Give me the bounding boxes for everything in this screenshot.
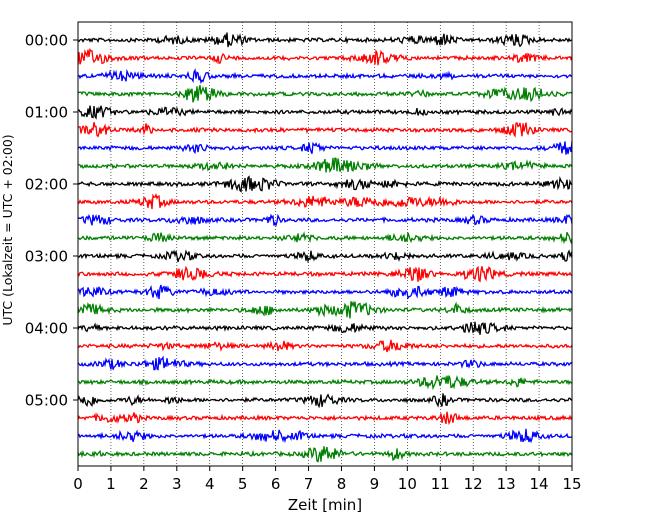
trace-0500	[77, 393, 573, 409]
trace-0415	[77, 339, 573, 353]
x-tick-label: 8	[337, 475, 347, 493]
x-axis-label: Zeit [min]	[288, 496, 362, 514]
trace-0230	[77, 213, 573, 228]
trace-0215	[77, 192, 573, 210]
trace-0015	[77, 47, 573, 66]
x-tick-label: 7	[304, 475, 314, 493]
x-tick-label: 5	[238, 475, 248, 493]
trace-0130	[77, 141, 573, 155]
trace-0030	[77, 68, 573, 85]
trace-0000	[77, 32, 573, 48]
y-tick-label: 01:00	[25, 104, 68, 122]
trace-0400	[77, 321, 573, 335]
y-tick-label: 00:00	[25, 32, 68, 50]
x-tick-label: 11	[431, 475, 450, 493]
x-tick-label: 4	[205, 475, 215, 493]
x-tick-label: 6	[271, 475, 281, 493]
y-tick-label: 04:00	[25, 320, 68, 338]
y-tick-label: 02:00	[25, 176, 68, 194]
x-tick-label: 2	[139, 475, 149, 493]
x-tick-label: 14	[530, 475, 549, 493]
plot-frame	[77, 21, 573, 467]
x-tick-label: 13	[497, 475, 516, 493]
y-axis-label: UTC (Lokalzeit = UTC + 02:00)	[0, 134, 15, 325]
y-axis-ticks: 00:00 01:00 02:00 03:00 04:00 05:00	[25, 32, 78, 410]
trace-0300	[77, 249, 573, 264]
trace-0530	[77, 428, 573, 444]
seismogram-traces	[77, 32, 573, 463]
y-tick-label: 05:00	[25, 392, 68, 410]
trace-0145	[77, 157, 573, 174]
x-tick-label: 12	[464, 475, 483, 493]
trace-0330	[77, 284, 573, 300]
x-tick-label: 9	[370, 475, 380, 493]
x-tick-label: 1	[106, 475, 116, 493]
x-tick-label: 15	[562, 475, 581, 493]
trace-0100	[77, 105, 573, 120]
x-axis-ticks: 0 1 2 3 4 5 6 7 8 9 10 11 12 13 14 15	[73, 466, 582, 493]
trace-0200	[77, 175, 573, 193]
trace-0515	[77, 411, 573, 426]
trace-0115	[77, 122, 573, 138]
y-tick-label: 03:00	[25, 248, 68, 266]
x-tick-label: 0	[73, 475, 83, 493]
x-tick-label: 10	[398, 475, 417, 493]
trace-0445	[77, 374, 573, 391]
trace-0345	[77, 300, 573, 319]
trace-0045	[77, 84, 573, 103]
trace-0430	[77, 355, 573, 371]
trace-0545	[77, 446, 573, 463]
x-tick-label: 3	[172, 475, 182, 493]
trace-0315	[77, 265, 573, 283]
trace-0245	[77, 230, 573, 245]
